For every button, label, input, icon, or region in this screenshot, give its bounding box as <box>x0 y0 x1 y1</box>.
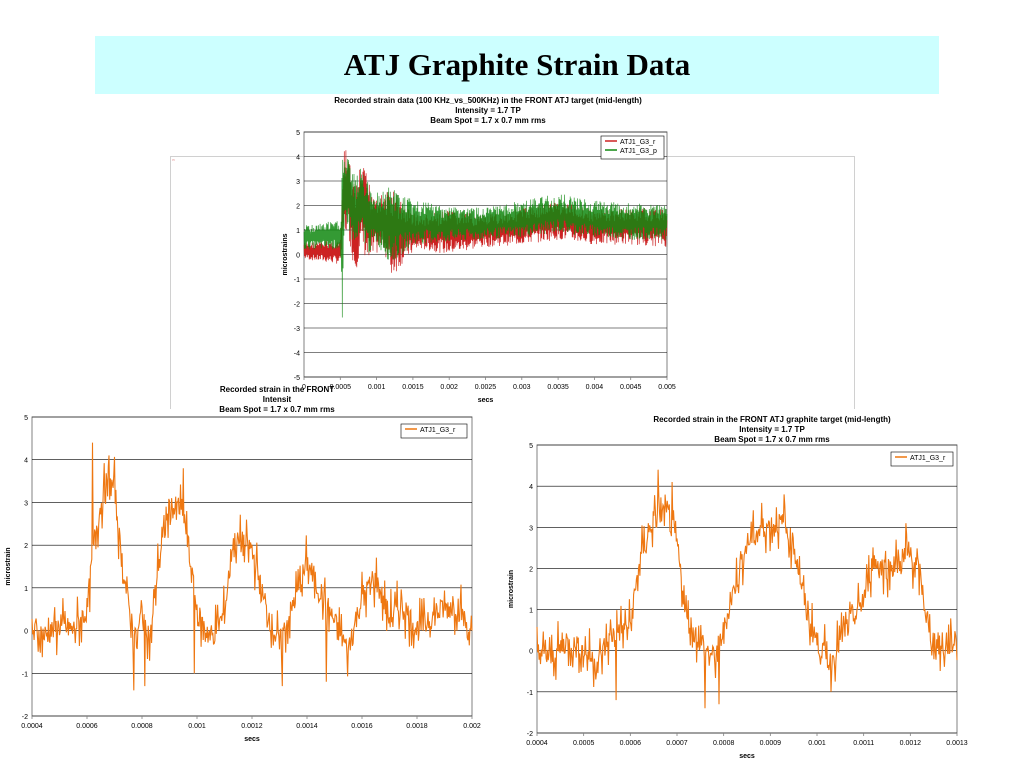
y-tick-label: -3 <box>294 326 300 333</box>
y-tick-label: 5 <box>529 443 533 450</box>
x-tick-label: 0.0005 <box>330 384 352 391</box>
y-axis-label: microstrain <box>5 547 12 585</box>
x-tick-label: 0.005 <box>658 384 676 391</box>
x-tick-label: 0.001 <box>188 723 206 730</box>
y-tick-label: -1 <box>294 277 300 284</box>
y-axis-label: microstrains <box>282 233 289 275</box>
x-axis-label: secs <box>244 736 260 743</box>
chart-legend: ATJ1_G3_r ATJ1_G3_p <box>600 135 665 160</box>
series-line <box>303 159 668 318</box>
x-tick-label: 0.0018 <box>406 723 428 730</box>
chart-title-line: Beam Spot = 1.7 x 0.7 mm rms <box>714 435 830 444</box>
y-tick-label: 5 <box>24 415 28 422</box>
chart-title-line: Beam Spot = 1.7 x 0.7 mm rms <box>219 405 335 414</box>
y-tick-label: 2 <box>24 543 28 550</box>
chart-title-line: Intensity = 1.7 TP <box>455 106 521 115</box>
x-axis-label: secs <box>478 397 494 404</box>
slide-title-box: ATJ Graphite Strain Data <box>95 36 939 94</box>
chart-title-line: Recorded strain data (100 KHz_vs_500KHz)… <box>334 96 642 105</box>
series-line <box>31 442 473 691</box>
x-tick-label: 0.004 <box>586 384 604 391</box>
slide-title: ATJ Graphite Strain Data <box>343 47 691 82</box>
y-tick-label: 2 <box>529 566 533 573</box>
chart-title-line: Intensity = 1.7 TP <box>739 425 805 434</box>
chart-bottom-left-strain: Recorded strain in the FRONTIntensitBeam… <box>5 385 481 743</box>
legend-label: ATJ1_G3_p <box>620 148 657 155</box>
y-tick-label: 5 <box>296 130 300 137</box>
x-tick-label: 0.0006 <box>620 740 642 747</box>
chart-legend: ATJ1_G3_r <box>890 451 954 467</box>
legend-box <box>890 451 954 467</box>
x-tick-label: 0.0007 <box>666 740 688 747</box>
x-tick-label: 0.0004 <box>526 740 548 747</box>
y-tick-label: 4 <box>529 484 533 491</box>
x-tick-label: 0 <box>302 384 306 391</box>
y-tick-label: 4 <box>296 155 300 162</box>
chart-title-line: Recorded strain in the FRONT <box>220 385 334 394</box>
x-tick-label: 0.0011 <box>853 740 874 747</box>
y-tick-label: -2 <box>294 302 300 309</box>
y-tick-label: 4 <box>24 458 28 465</box>
y-tick-label: 1 <box>296 228 300 235</box>
y-tick-label: -5 <box>294 375 300 382</box>
y-tick-label: -1 <box>22 671 28 678</box>
x-tick-label: 0.0005 <box>573 740 595 747</box>
x-tick-label: 0.0008 <box>131 723 153 730</box>
y-axis-label: microstrain <box>508 570 515 608</box>
x-tick-label: 0.001 <box>368 384 386 391</box>
series-line <box>536 469 958 709</box>
chart-bottom-right-strain: Recorded strain in the FRONT ATJ graphit… <box>508 415 968 760</box>
x-tick-label: 0.0025 <box>475 384 497 391</box>
x-tick-label: 0.0009 <box>760 740 782 747</box>
background-chart-legend-mark: ▭ <box>172 158 175 162</box>
x-axis-label: secs <box>739 753 755 760</box>
chart-title-line: Beam Spot = 1.7 x 0.7 mm rms <box>430 116 546 125</box>
legend-label: ATJ1_G3_r <box>910 455 946 462</box>
x-tick-label: 0.0035 <box>547 384 569 391</box>
x-tick-label: 0.0015 <box>402 384 424 391</box>
x-tick-label: 0.0008 <box>713 740 735 747</box>
legend-label: ATJ1_G3_r <box>620 139 656 146</box>
y-tick-label: 3 <box>529 525 533 532</box>
x-tick-label: 0.0012 <box>241 723 263 730</box>
legend-label: ATJ1_G3_r <box>420 427 456 434</box>
chart-title-line: Intensit <box>263 395 292 404</box>
x-tick-label: 0.0006 <box>76 723 98 730</box>
x-tick-label: 0.0004 <box>21 723 43 730</box>
x-tick-label: 0.002 <box>463 723 481 730</box>
x-tick-label: 0.002 <box>440 384 458 391</box>
x-tick-label: 0.003 <box>513 384 531 391</box>
y-tick-label: 1 <box>529 608 533 615</box>
plot-area <box>536 444 958 734</box>
x-tick-label: 0.0045 <box>620 384 642 391</box>
y-tick-label: -2 <box>527 731 533 738</box>
x-tick-label: 0.0016 <box>351 723 373 730</box>
legend-box <box>400 423 468 439</box>
chart-title-line: Recorded strain in the FRONT ATJ graphit… <box>653 415 891 424</box>
chart-top-strain-comparison: Recorded strain data (100 KHz_vs_500KHz)… <box>282 96 676 404</box>
chart-legend: ATJ1_G3_r <box>400 423 468 439</box>
y-tick-label: 0 <box>24 629 28 636</box>
y-tick-label: -4 <box>294 351 300 358</box>
y-tick-label: 1 <box>24 586 28 593</box>
y-tick-label: 0 <box>296 253 300 260</box>
y-tick-label: -2 <box>22 714 28 721</box>
x-tick-label: 0.001 <box>808 740 826 747</box>
x-tick-label: 0.0014 <box>296 723 318 730</box>
y-tick-label: 0 <box>529 649 533 656</box>
plot-area <box>31 416 473 717</box>
x-tick-label: 0.0013 <box>946 740 968 747</box>
y-tick-label: 3 <box>296 179 300 186</box>
x-tick-label: 0.0012 <box>900 740 922 747</box>
y-tick-label: 3 <box>24 500 28 507</box>
y-tick-label: -1 <box>527 690 533 697</box>
y-tick-label: 2 <box>296 204 300 211</box>
